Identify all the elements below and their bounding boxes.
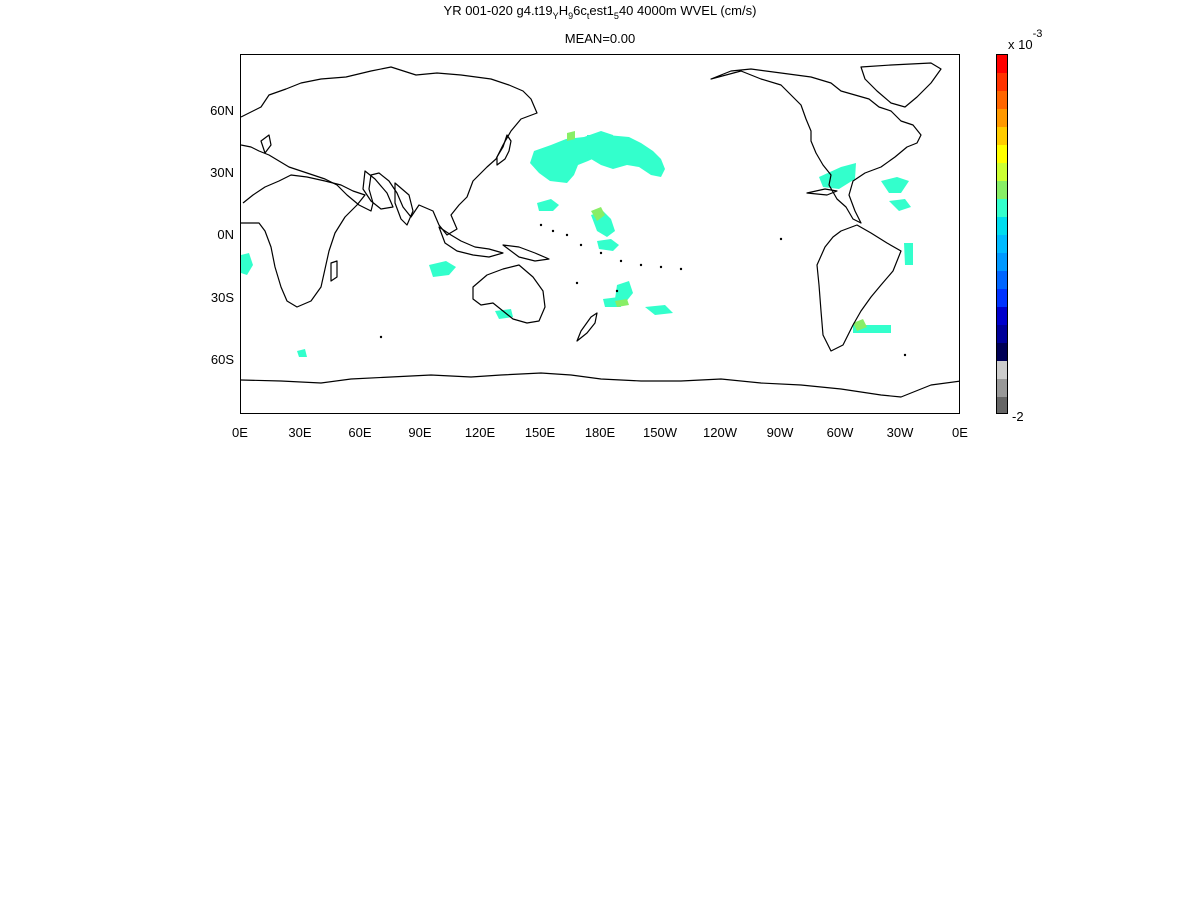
colorbar-segment (997, 253, 1007, 271)
colorbar-segment (997, 91, 1007, 109)
island (615, 289, 619, 293)
colorbar-segment (997, 361, 1007, 379)
field-patches-secondary (567, 131, 867, 331)
y-tick-label: 0N (217, 227, 234, 242)
colorbar-segment (997, 325, 1007, 343)
coast-arabia (362, 170, 394, 210)
island (903, 353, 907, 357)
x-tick-label: 90E (408, 425, 432, 440)
x-tick-label: 90W (766, 425, 794, 440)
field-patch (904, 243, 913, 265)
island (575, 281, 579, 285)
coast-australia (472, 264, 546, 324)
coast-new-zealand (576, 312, 598, 342)
x-tick-label: 180E (584, 425, 616, 440)
island (659, 265, 663, 269)
colorbar (996, 54, 1008, 414)
field-patch (297, 349, 307, 357)
colorbar-segment (997, 127, 1007, 145)
coast-africa (241, 174, 366, 308)
colorbar-segment (997, 181, 1007, 199)
field-patch (429, 261, 456, 277)
field-patch (819, 163, 856, 189)
island (619, 259, 623, 263)
colorbar-segment (997, 109, 1007, 127)
y-tick-label: 60S (210, 352, 234, 367)
field-patch (645, 305, 673, 315)
colorbar-segment (997, 343, 1007, 361)
mean-label: MEAN=0.00 (564, 31, 636, 46)
islands (379, 223, 907, 357)
field-patch (591, 207, 605, 221)
colorbar-segment (997, 397, 1007, 413)
coast-north-america (710, 68, 922, 224)
x-tick-label: 150W (643, 425, 677, 440)
island (551, 229, 555, 233)
field-patches (241, 131, 913, 357)
island (539, 223, 543, 227)
x-tick-label: 0E (952, 425, 968, 440)
coast-greenland (860, 62, 942, 108)
map-canvas (241, 62, 959, 398)
island (579, 243, 583, 247)
island (779, 237, 783, 241)
island (379, 335, 383, 339)
y-tick-label: 30S (210, 290, 234, 305)
field-patch (615, 281, 633, 303)
colorbar-segment (997, 307, 1007, 325)
coast-uk (260, 134, 272, 154)
colorbar-scale: x 10-3 (1008, 28, 1043, 53)
colorbar-segment (997, 271, 1007, 289)
field-patch (615, 299, 629, 307)
x-tick-label: 30E (288, 425, 312, 440)
colorbar-segment (997, 163, 1007, 181)
colorbar-segment (997, 235, 1007, 253)
colorbar-segment (997, 289, 1007, 307)
island (565, 233, 569, 237)
colorbar-segment (997, 379, 1007, 397)
field-patch (587, 135, 665, 177)
island (599, 251, 603, 255)
coast-se-asia (438, 226, 504, 258)
x-tick-label: 30W (886, 425, 914, 440)
coast-antarctica (241, 372, 959, 398)
coastlines (241, 62, 959, 398)
plot-title: YR 001-020 g4.t19YH96ctest1540 4000m WVE… (443, 3, 757, 21)
field-patch (853, 319, 867, 331)
y-tick-label: 60N (210, 103, 234, 118)
colorbar-segment (997, 73, 1007, 91)
field-patch (881, 177, 909, 193)
field-patch (495, 309, 513, 319)
x-tick-label: 0E (232, 425, 248, 440)
map-panel (240, 54, 960, 414)
coast-south-america (816, 224, 902, 352)
colorbar-segment (997, 199, 1007, 217)
x-tick-label: 120W (703, 425, 737, 440)
colorbar-min-label: -2 (1012, 409, 1024, 424)
coast-new-guinea (502, 244, 550, 262)
field-patch (537, 199, 559, 211)
coast-europe-asia (241, 66, 538, 236)
coast-japan (496, 134, 512, 166)
x-tick-label: 60E (348, 425, 372, 440)
island (679, 267, 683, 271)
coast-madagascar (330, 260, 338, 282)
y-tick-label: 30N (210, 165, 234, 180)
field-patch (567, 131, 575, 141)
x-tick-label: 60W (826, 425, 854, 440)
field-patch (597, 239, 619, 251)
field-patch (889, 199, 911, 211)
colorbar-segment (997, 55, 1007, 73)
coast-india (394, 182, 414, 226)
field-patch (241, 253, 253, 275)
colorbar-segment (997, 145, 1007, 163)
x-tick-label: 150E (524, 425, 556, 440)
island (639, 263, 643, 267)
colorbar-segment (997, 217, 1007, 235)
coast-cuba (806, 188, 838, 196)
x-tick-label: 120E (464, 425, 496, 440)
